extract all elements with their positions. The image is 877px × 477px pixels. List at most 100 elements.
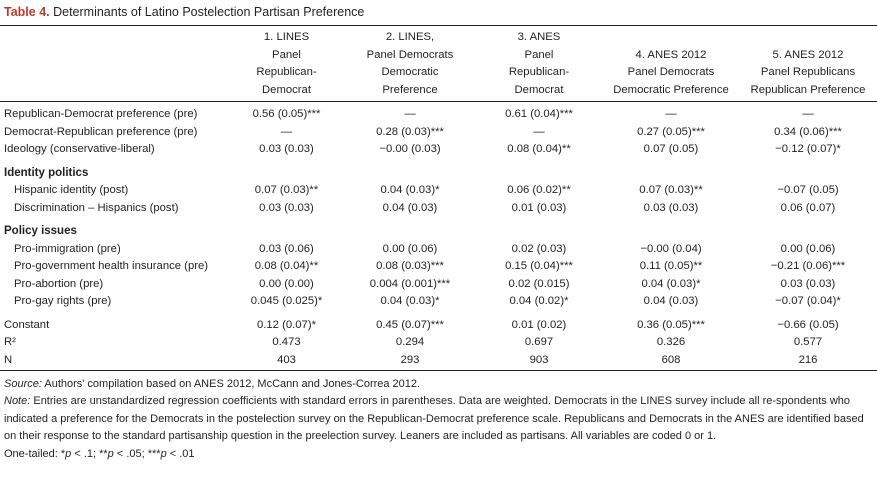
header-stub: [0, 26, 228, 102]
table-cell: 0.02 (0.015): [508, 277, 570, 290]
header-rule: [0, 101, 877, 102]
table-cell: 0.04 (0.03): [382, 201, 438, 214]
column-header-3: 3. ANES Panel Republican- Democrat: [508, 31, 570, 96]
table-row: Democrat-Republican preference (pre) — 0…: [0, 124, 877, 142]
table-cell: −0.07 (0.04)*: [775, 295, 841, 307]
table-cell: —: [802, 108, 814, 120]
table-cell: 0.326: [656, 336, 686, 348]
regression-table: 1. LINES Panel Republican- Democrat 2. LINE…: [0, 26, 877, 369]
table-row: Republican-Democrat preference (pre) 0.5…: [0, 106, 877, 124]
table-cell: 0.01 (0.02): [511, 318, 567, 331]
table-cell: 0.00 (0.00): [259, 277, 314, 290]
column-header-4: 4. ANES 2012 Panel Democrats Democratic Pr…: [613, 48, 729, 96]
table-cell: —: [280, 125, 293, 138]
row-label: N: [4, 353, 13, 366]
row-label: Pro-immigration (pre): [14, 242, 121, 255]
table-cell: 0.697: [524, 336, 554, 348]
table-cell: 0.45 (0.07)***: [376, 318, 444, 331]
table-number: Table 4.: [4, 5, 50, 19]
row-label: Democrat-Republican preference (pre): [4, 125, 198, 138]
table-cell: 293: [400, 353, 420, 366]
table-cell: 0.03 (0.03): [780, 277, 836, 290]
table-cell: 0.577: [793, 336, 823, 348]
table-cell: 0.04 (0.03)*: [380, 295, 440, 307]
table-row: Discrimination – Hispanics (post) 0.03 (…: [0, 200, 877, 218]
table-row: R² 0.473 0.294 0.697 0.326 0.577: [0, 334, 877, 352]
table-cell: 0.00 (0.06): [780, 242, 836, 255]
top-rule: [0, 25, 877, 26]
table-cell: 0.07 (0.05): [643, 143, 699, 155]
table-cell: 0.12 (0.07)*: [256, 318, 317, 331]
section-heading-row: Identity politics: [0, 165, 877, 183]
table-cell: 0.07 (0.03)**: [639, 184, 703, 196]
table-cell: 0.045 (0.025)*: [250, 295, 323, 307]
table-cell: —: [404, 108, 416, 120]
row-label: Pro-government health insurance (pre): [14, 260, 209, 272]
source-note: Source: Authors' compilation based on AN…: [4, 378, 421, 390]
table-cell: −0.66 (0.05): [777, 318, 839, 331]
table-row: Pro-government health insurance (pre) 0.…: [0, 258, 877, 276]
table-row: Hispanic identity (post) 0.07 (0.03)** 0…: [0, 182, 877, 200]
column-header-2: 2. LINES, Panel Democrats Democratic Prefer…: [366, 31, 454, 96]
table-title: Table 4. Determinants of Latino Postelec…: [4, 5, 364, 19]
table-cell: 216: [798, 353, 818, 366]
table-cell: —: [665, 108, 677, 120]
table-cell: −0.07 (0.05): [777, 184, 839, 196]
table-cell: 0.06 (0.07): [780, 201, 836, 214]
table-cell: 0.08 (0.04)**: [507, 143, 571, 155]
table-cell: 0.34 (0.06)***: [774, 125, 842, 138]
table-cell: 0.294: [395, 336, 425, 348]
section-heading-row: Policy issues: [0, 223, 877, 241]
column-header-5: 5. ANES 2012 Panel Republicans Republican …: [750, 48, 866, 96]
column-header-1: 1. LINES Panel Republican- Democrat: [256, 31, 317, 96]
table-cell: 0.28 (0.03)***: [376, 125, 444, 138]
row-label: Pro-abortion (pre): [14, 277, 104, 290]
row-label: Ideology (conservative-liberal): [4, 143, 155, 155]
table-row: Ideology (conservative-liberal) 0.03 (0.…: [0, 141, 877, 159]
table-cell: 0.01 (0.03): [511, 201, 567, 214]
table-notes: Source: Authors' compilation based on AN…: [4, 376, 874, 463]
table-cell: 0.07 (0.03)**: [254, 184, 319, 196]
table-cell: −0.00 (0.03): [379, 143, 441, 155]
table-cell: −0.12 (0.07)*: [775, 143, 841, 155]
table-cell: 0.27 (0.05)***: [637, 125, 705, 138]
table-cell: 608: [661, 353, 681, 366]
table-cell: 0.00 (0.06): [382, 242, 438, 255]
row-label: Pro-gay rights (pre): [14, 295, 112, 307]
table-cell: 0.02 (0.03): [511, 242, 567, 255]
section-heading-policy: Policy issues: [4, 225, 77, 237]
header-row: 1. LINES Panel Republican- Democrat 2. LINE…: [0, 26, 877, 102]
table-cell: 0.36 (0.05)***: [637, 318, 705, 331]
table-row: N 403 293 903 608 216: [0, 352, 877, 370]
table-row: Pro-immigration (pre) 0.03 (0.06) 0.00 (…: [0, 241, 877, 259]
table-cell: 0.03 (0.03): [643, 201, 699, 214]
table-cell: 0.06 (0.02)**: [507, 184, 571, 196]
table-row: Pro-abortion (pre) 0.00 (0.00) 0.004 (0.…: [0, 276, 877, 294]
table-cell: −0.00 (0.04): [640, 242, 702, 255]
table-cell: 0.15 (0.04)***: [505, 260, 573, 272]
table-cell: 0.03 (0.03): [259, 201, 314, 214]
table-row: Constant 0.12 (0.07)* 0.45 (0.07)*** 0.0…: [0, 317, 877, 335]
bottom-rule: [0, 370, 877, 371]
table-cell: 0.004 (0.001)***: [369, 277, 451, 290]
table-row: Pro-gay rights (pre) 0.045 (0.025)* 0.04…: [0, 293, 877, 311]
table-cell: —: [533, 125, 545, 138]
table-cell: 0.03 (0.06): [259, 242, 314, 255]
table-cell: 0.04 (0.03)*: [380, 184, 440, 196]
table-cell: 0.08 (0.04)**: [254, 260, 319, 272]
table-cell: 0.473: [272, 336, 301, 348]
table-cell: 0.56 (0.05)***: [252, 108, 321, 120]
table-cell: 0.11 (0.05)**: [639, 260, 703, 272]
table-cell: 403: [277, 353, 296, 366]
row-label: Constant: [4, 318, 50, 331]
table-cell: −0.21 (0.06)***: [770, 260, 846, 272]
table-cell: 903: [529, 353, 549, 366]
table-cell: 0.04 (0.03): [643, 295, 699, 307]
table-caption: Determinants of Latino Postelection Part…: [49, 5, 365, 19]
general-note: Note: Entries are unstandardized regress…: [4, 395, 864, 443]
row-label: R²: [4, 336, 16, 348]
row-label: Hispanic identity (post): [14, 184, 129, 196]
row-label: Republican-Democrat preference (pre): [4, 108, 198, 120]
table-cell: 0.03 (0.03): [259, 143, 314, 155]
table-cell: 0.61 (0.04)***: [505, 108, 573, 120]
